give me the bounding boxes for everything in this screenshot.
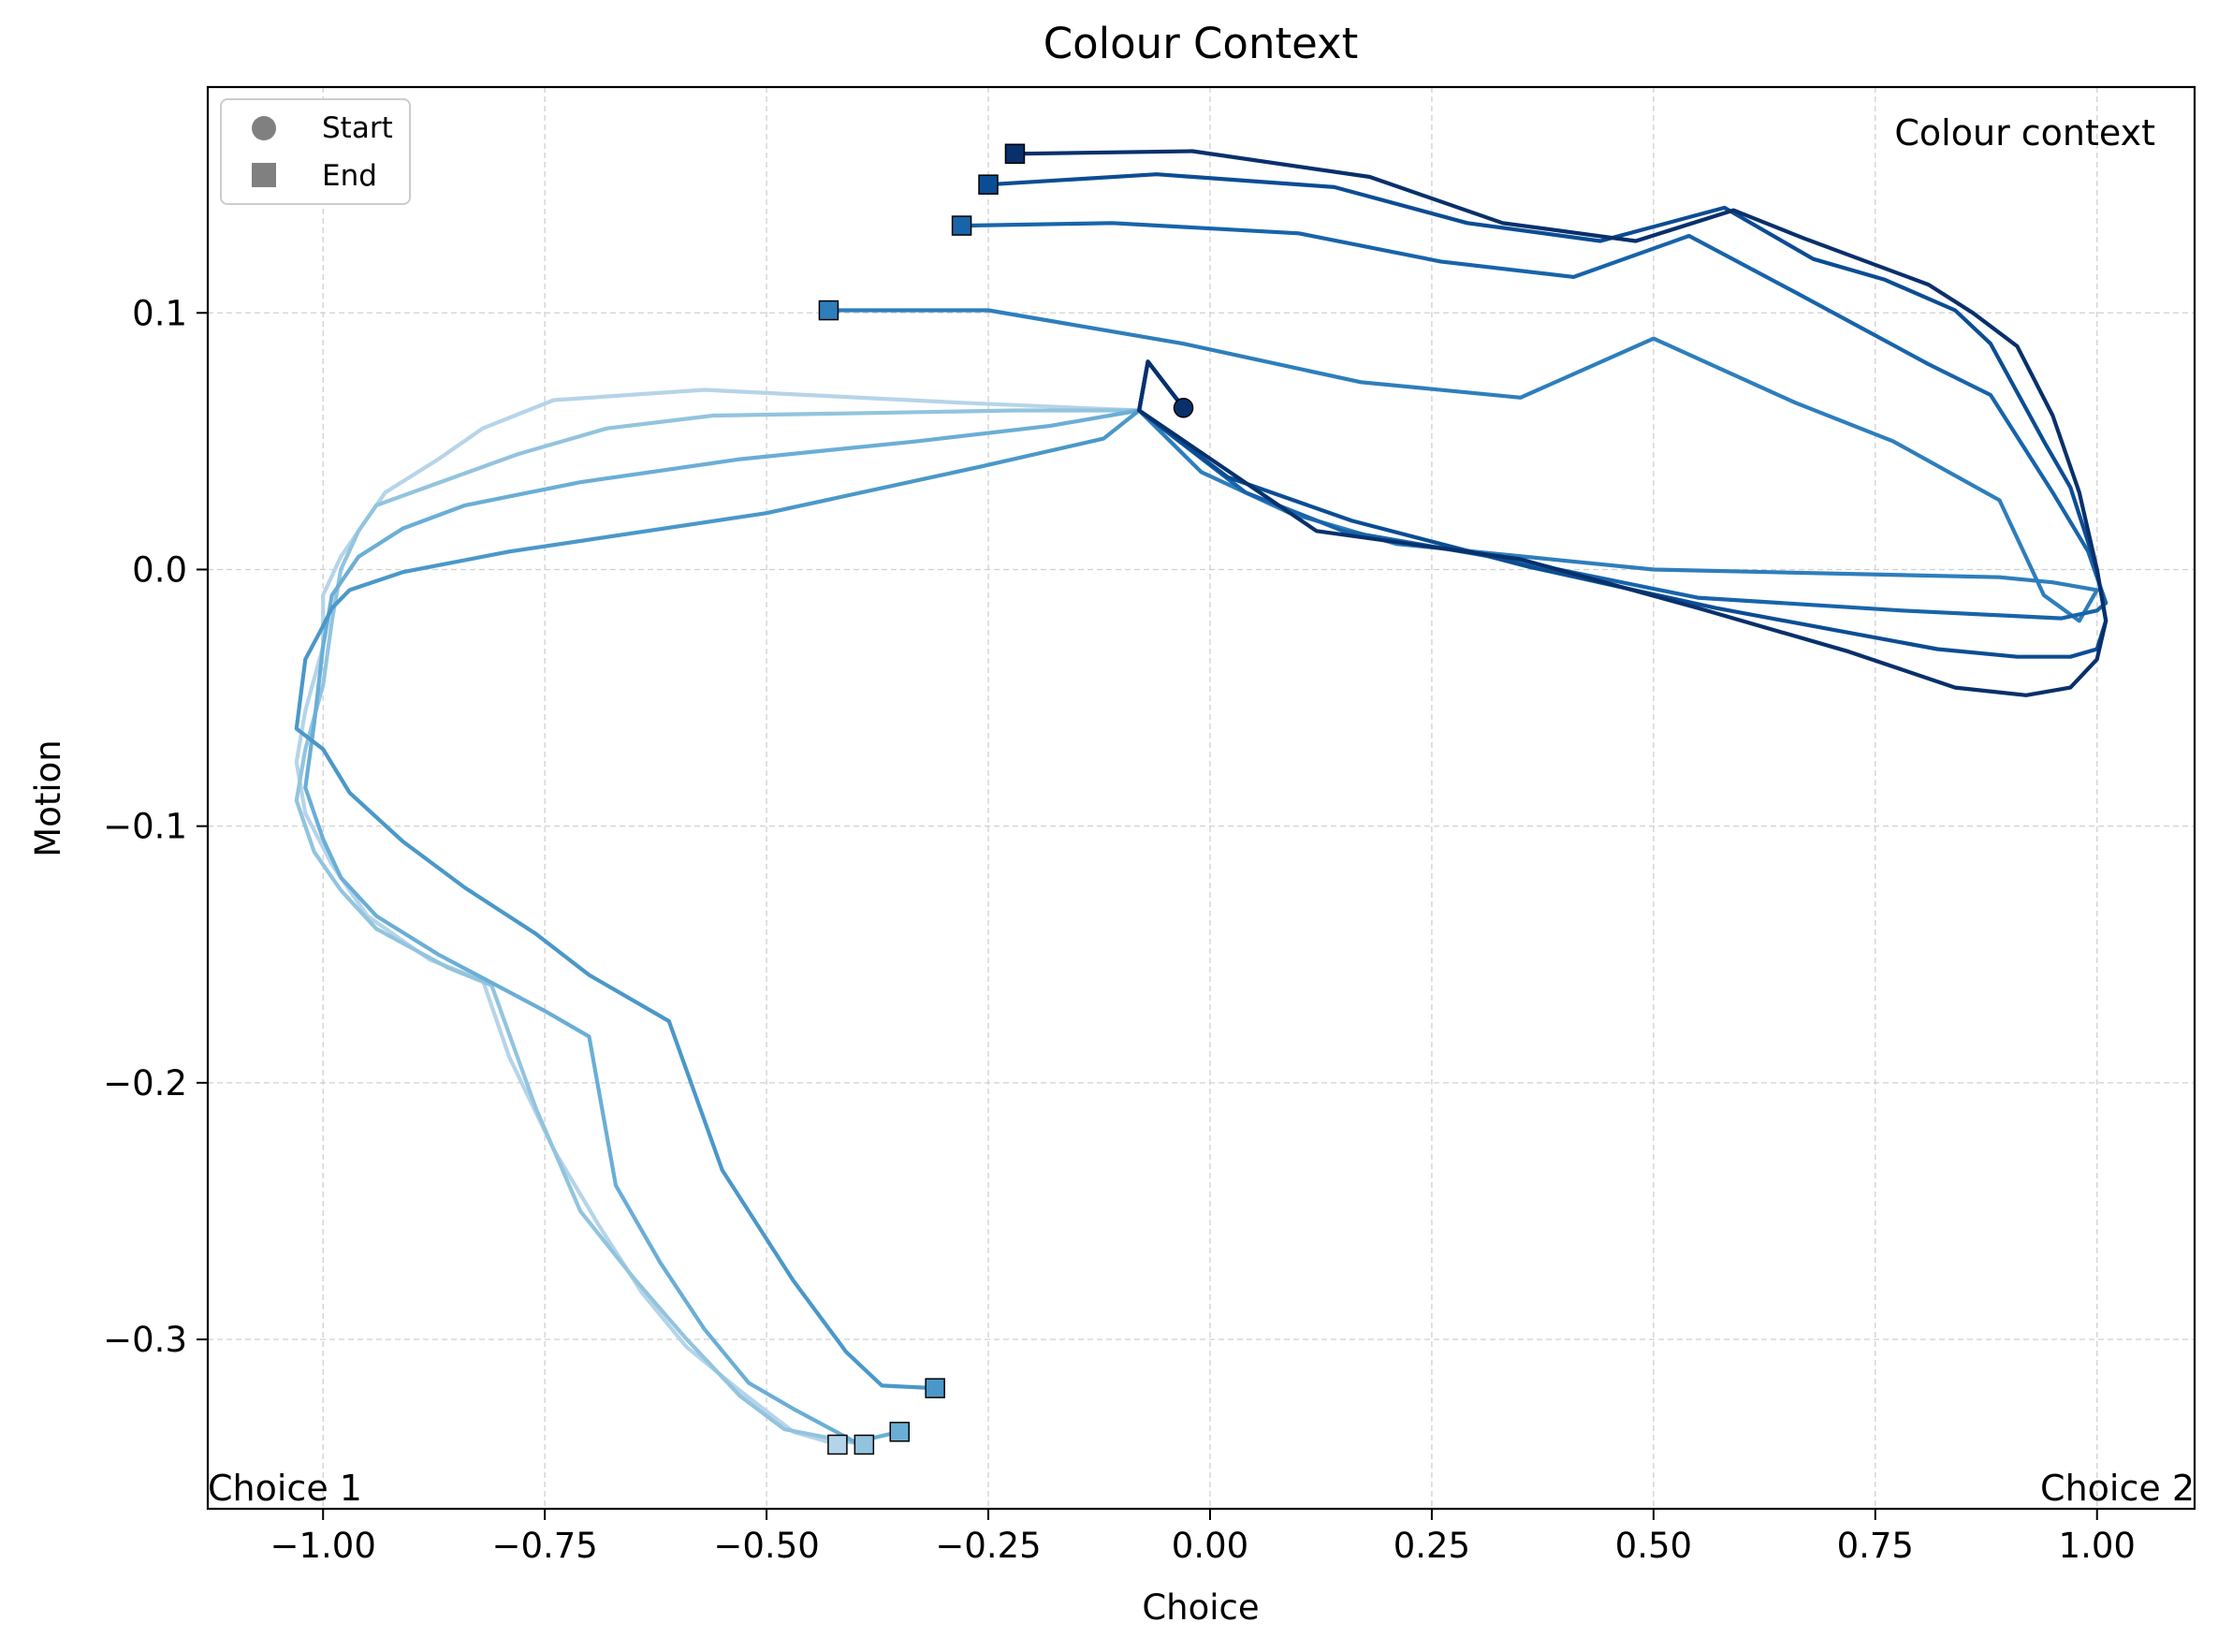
y-axis-label: Motion — [28, 739, 68, 856]
end-marker-1 — [827, 1434, 848, 1455]
x-tick-label: 1.00 — [2059, 1526, 2136, 1566]
end-marker-3 — [889, 1421, 911, 1442]
end-marker-7 — [978, 174, 999, 195]
legend-start-label: Start — [322, 111, 393, 145]
y-tick-label: −0.2 — [103, 1063, 187, 1104]
chart-title: Colour Context — [1043, 19, 1359, 68]
y-tick-label: 0.1 — [132, 293, 187, 333]
x-tick-label: −0.50 — [713, 1526, 819, 1566]
y-tick-label: 0.0 — [132, 549, 187, 590]
end-marker-8 — [1004, 143, 1026, 165]
x-tick-label: 0.75 — [1837, 1526, 1914, 1566]
context-annotation: Colour context — [1894, 112, 2155, 154]
series-group — [294, 149, 2109, 1447]
x-tick-label: −0.25 — [935, 1526, 1041, 1566]
x-tick-label: 0.00 — [1172, 1526, 1248, 1566]
x-axis-label: Choice — [1142, 1587, 1259, 1628]
y-tick-label: −0.1 — [103, 807, 187, 847]
end-marker-2 — [854, 1434, 875, 1455]
y-tick-label: −0.3 — [103, 1320, 187, 1360]
choice-1-annotation: Choice 1 — [208, 1468, 362, 1509]
legend-start-marker — [252, 116, 276, 140]
choice-2-annotation: Choice 2 — [2040, 1468, 2195, 1509]
end-marker-4 — [925, 1378, 945, 1398]
x-tick-label: −0.75 — [491, 1526, 597, 1566]
plot-area-frame — [206, 85, 2196, 1511]
marker-group — [818, 143, 1194, 1455]
trajectory-line-8 — [1013, 149, 2109, 697]
end-marker-5 — [818, 300, 839, 321]
legend: Start End — [220, 98, 411, 205]
x-tick-label: −1.00 — [270, 1526, 376, 1566]
trajectory-line-5 — [826, 308, 2099, 623]
start-marker — [1173, 397, 1194, 418]
legend-end-label: End — [322, 159, 377, 193]
trajectory-line-4 — [294, 359, 1186, 1391]
x-tick-label: 0.50 — [1615, 1526, 1692, 1566]
end-marker-6 — [951, 215, 972, 236]
ticks: −1.00 −0.75 −0.50 −0.25 0.00 0.25 0.50 0.75 1.00… — [103, 293, 2136, 1566]
trajectory-line-3 — [303, 359, 1186, 1444]
legend-end-marker — [252, 163, 276, 187]
x-tick-label: 0.25 — [1394, 1526, 1470, 1566]
grid — [208, 87, 2195, 1509]
